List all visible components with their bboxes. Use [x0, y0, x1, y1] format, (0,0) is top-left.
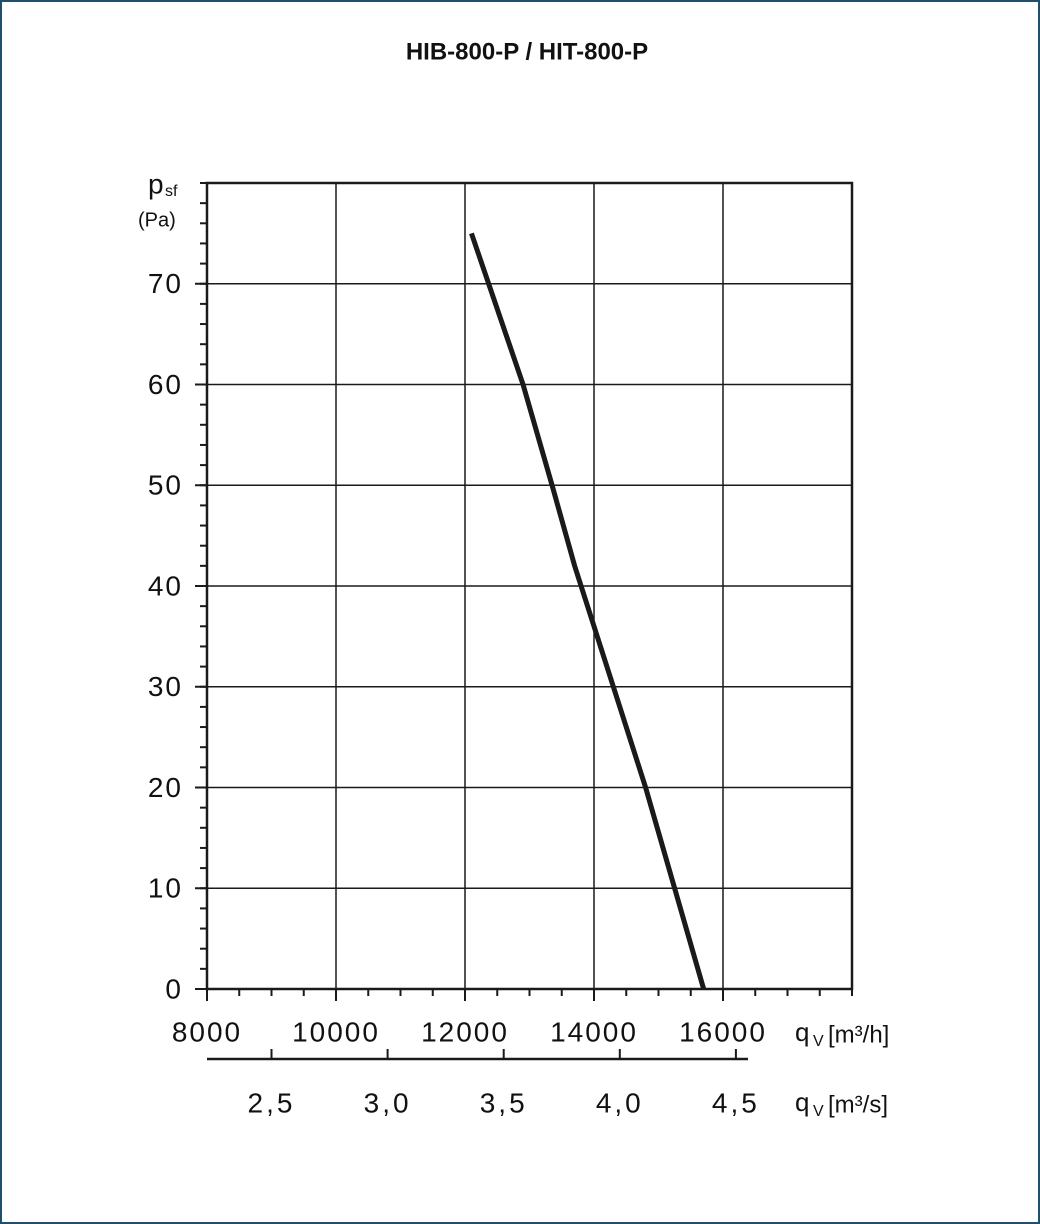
y-tick-label: 60 [148, 369, 183, 400]
x-label-sub: V [813, 1033, 824, 1050]
x-tick-label: 16000 [679, 1016, 767, 1047]
y-label: p [148, 168, 164, 199]
x2-label: q [795, 1087, 809, 1117]
x2-tick-label: 4,5 [712, 1087, 760, 1118]
x-tick-label: 12000 [421, 1016, 509, 1047]
x2-tick-label: 2,5 [248, 1087, 296, 1118]
chart-title: HIB-800-P / HIT-800-P [406, 38, 648, 65]
x2-tick-label: 3,0 [364, 1087, 412, 1118]
x2-tick-label: 4,0 [596, 1087, 644, 1118]
x2-tick-label: 3,5 [480, 1087, 528, 1118]
y-tick-label: 0 [165, 973, 183, 1004]
y-tick-label: 30 [148, 671, 183, 702]
curve [469, 232, 707, 990]
y-unit: (Pa) [138, 209, 176, 231]
x-tick-label: 14000 [550, 1016, 638, 1047]
y-tick-label: 20 [148, 772, 183, 803]
y-tick-label: 70 [148, 268, 183, 299]
plot-border [205, 181, 854, 991]
x2-unit: [m³/s] [828, 1091, 888, 1118]
x-label: q [795, 1017, 809, 1047]
y-label-sub: sf [165, 183, 178, 200]
y-tick-label: 50 [148, 470, 183, 501]
x2-label-sub: V [813, 1103, 824, 1120]
x-tick-label: 10000 [292, 1016, 380, 1047]
y-tick-label: 10 [148, 873, 183, 904]
y-tick-label: 40 [148, 570, 183, 601]
x-unit: [m³/h] [828, 1021, 889, 1048]
x-tick-label: 8000 [172, 1016, 242, 1047]
